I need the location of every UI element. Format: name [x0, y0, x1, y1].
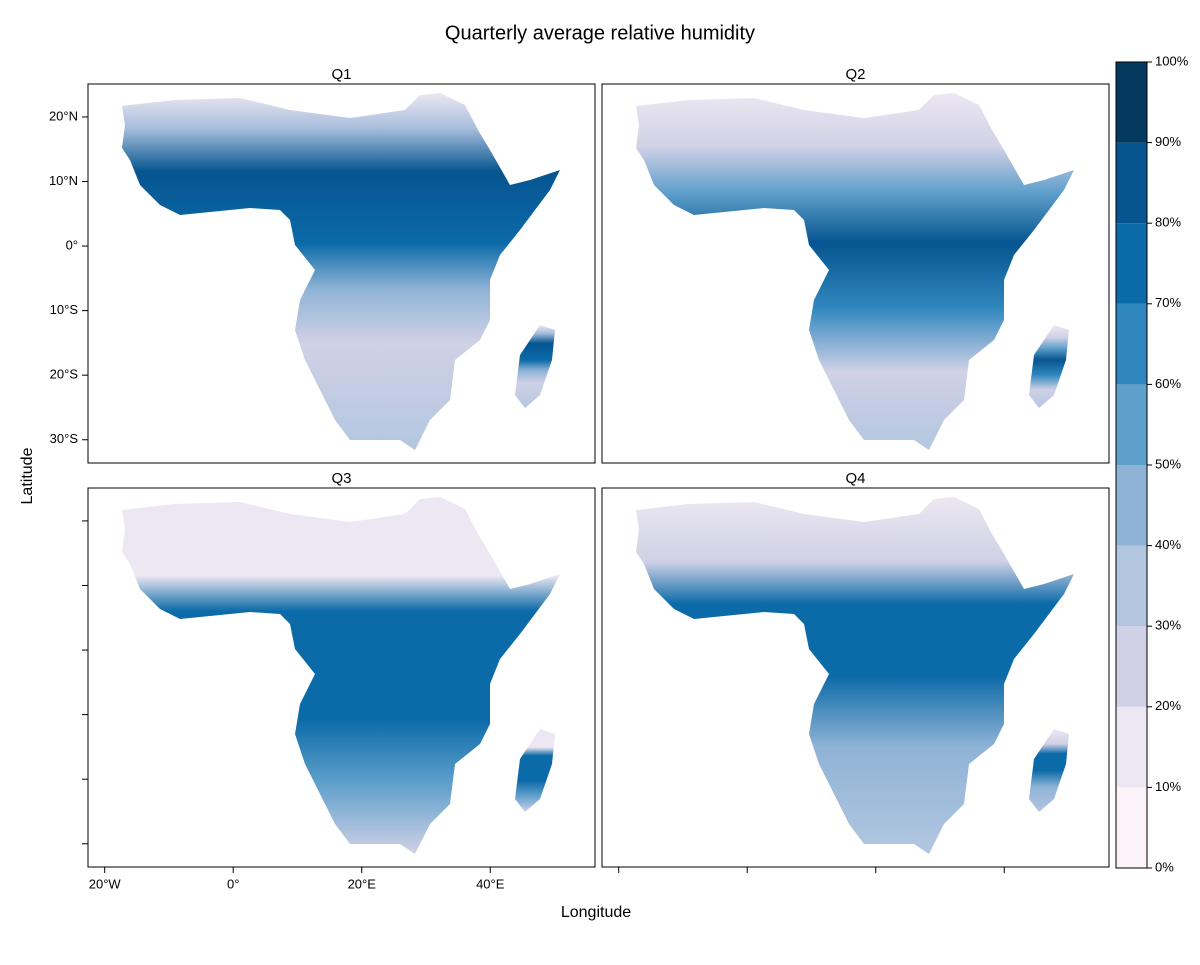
y-tick-label: 0° — [66, 237, 78, 252]
panel-frame — [87, 83, 596, 464]
y-tick-label: 20°N — [49, 108, 78, 123]
y-axis-label: Latitude — [19, 447, 36, 504]
colorbar-label: 20% — [1155, 698, 1181, 713]
colorbar-label: 90% — [1155, 134, 1181, 149]
title: Quarterly average relative humidity — [445, 22, 755, 44]
colorbar-label: 50% — [1155, 456, 1181, 471]
panel-title: Q2 — [845, 66, 865, 83]
panel-title: Q3 — [331, 470, 351, 487]
y-tick-label: 10°N — [49, 173, 78, 188]
x-tick-label: 20°E — [348, 876, 377, 891]
colorbar-label: 60% — [1155, 376, 1181, 391]
colorbar-swatch — [1116, 545, 1147, 627]
colorbar-swatch — [1116, 223, 1147, 304]
colorbar-swatch — [1116, 465, 1147, 546]
humidity-raster — [636, 497, 1074, 854]
panel-title: Q1 — [331, 66, 351, 83]
humidity-raster — [122, 497, 560, 854]
colorbar-swatch — [1116, 626, 1147, 707]
colorbar-label: 70% — [1155, 295, 1181, 310]
colorbar-label: 80% — [1155, 215, 1181, 230]
panel-frame — [601, 83, 1110, 464]
y-tick-label: 10°S — [50, 302, 79, 317]
x-tick-label: 20°W — [89, 876, 122, 891]
colorbar-swatch — [1116, 142, 1147, 224]
panel-title: Q4 — [845, 470, 865, 487]
colorbar-swatch — [1116, 384, 1147, 465]
colorbar-label: 0% — [1155, 859, 1174, 874]
colorbar-label: 100% — [1155, 53, 1189, 68]
y-tick-label: 20°S — [50, 367, 79, 382]
x-tick-label: 0° — [227, 876, 239, 891]
colorbar-swatch — [1116, 787, 1147, 868]
panel-frame — [87, 487, 596, 868]
x-axis-label: Longitude — [561, 904, 631, 921]
humidity-raster — [122, 93, 560, 450]
colorbar-label: 10% — [1155, 779, 1181, 794]
colorbar-swatch — [1116, 62, 1147, 143]
colorbar-label: 30% — [1155, 618, 1181, 633]
x-tick-label: 40°E — [476, 876, 505, 891]
colorbar-swatch — [1116, 303, 1147, 385]
colorbar-swatch — [1116, 706, 1147, 788]
panel-frame — [601, 487, 1110, 868]
colorbar-label: 40% — [1155, 537, 1181, 552]
y-tick-label: 30°S — [50, 431, 79, 446]
humidity-raster — [636, 93, 1074, 450]
